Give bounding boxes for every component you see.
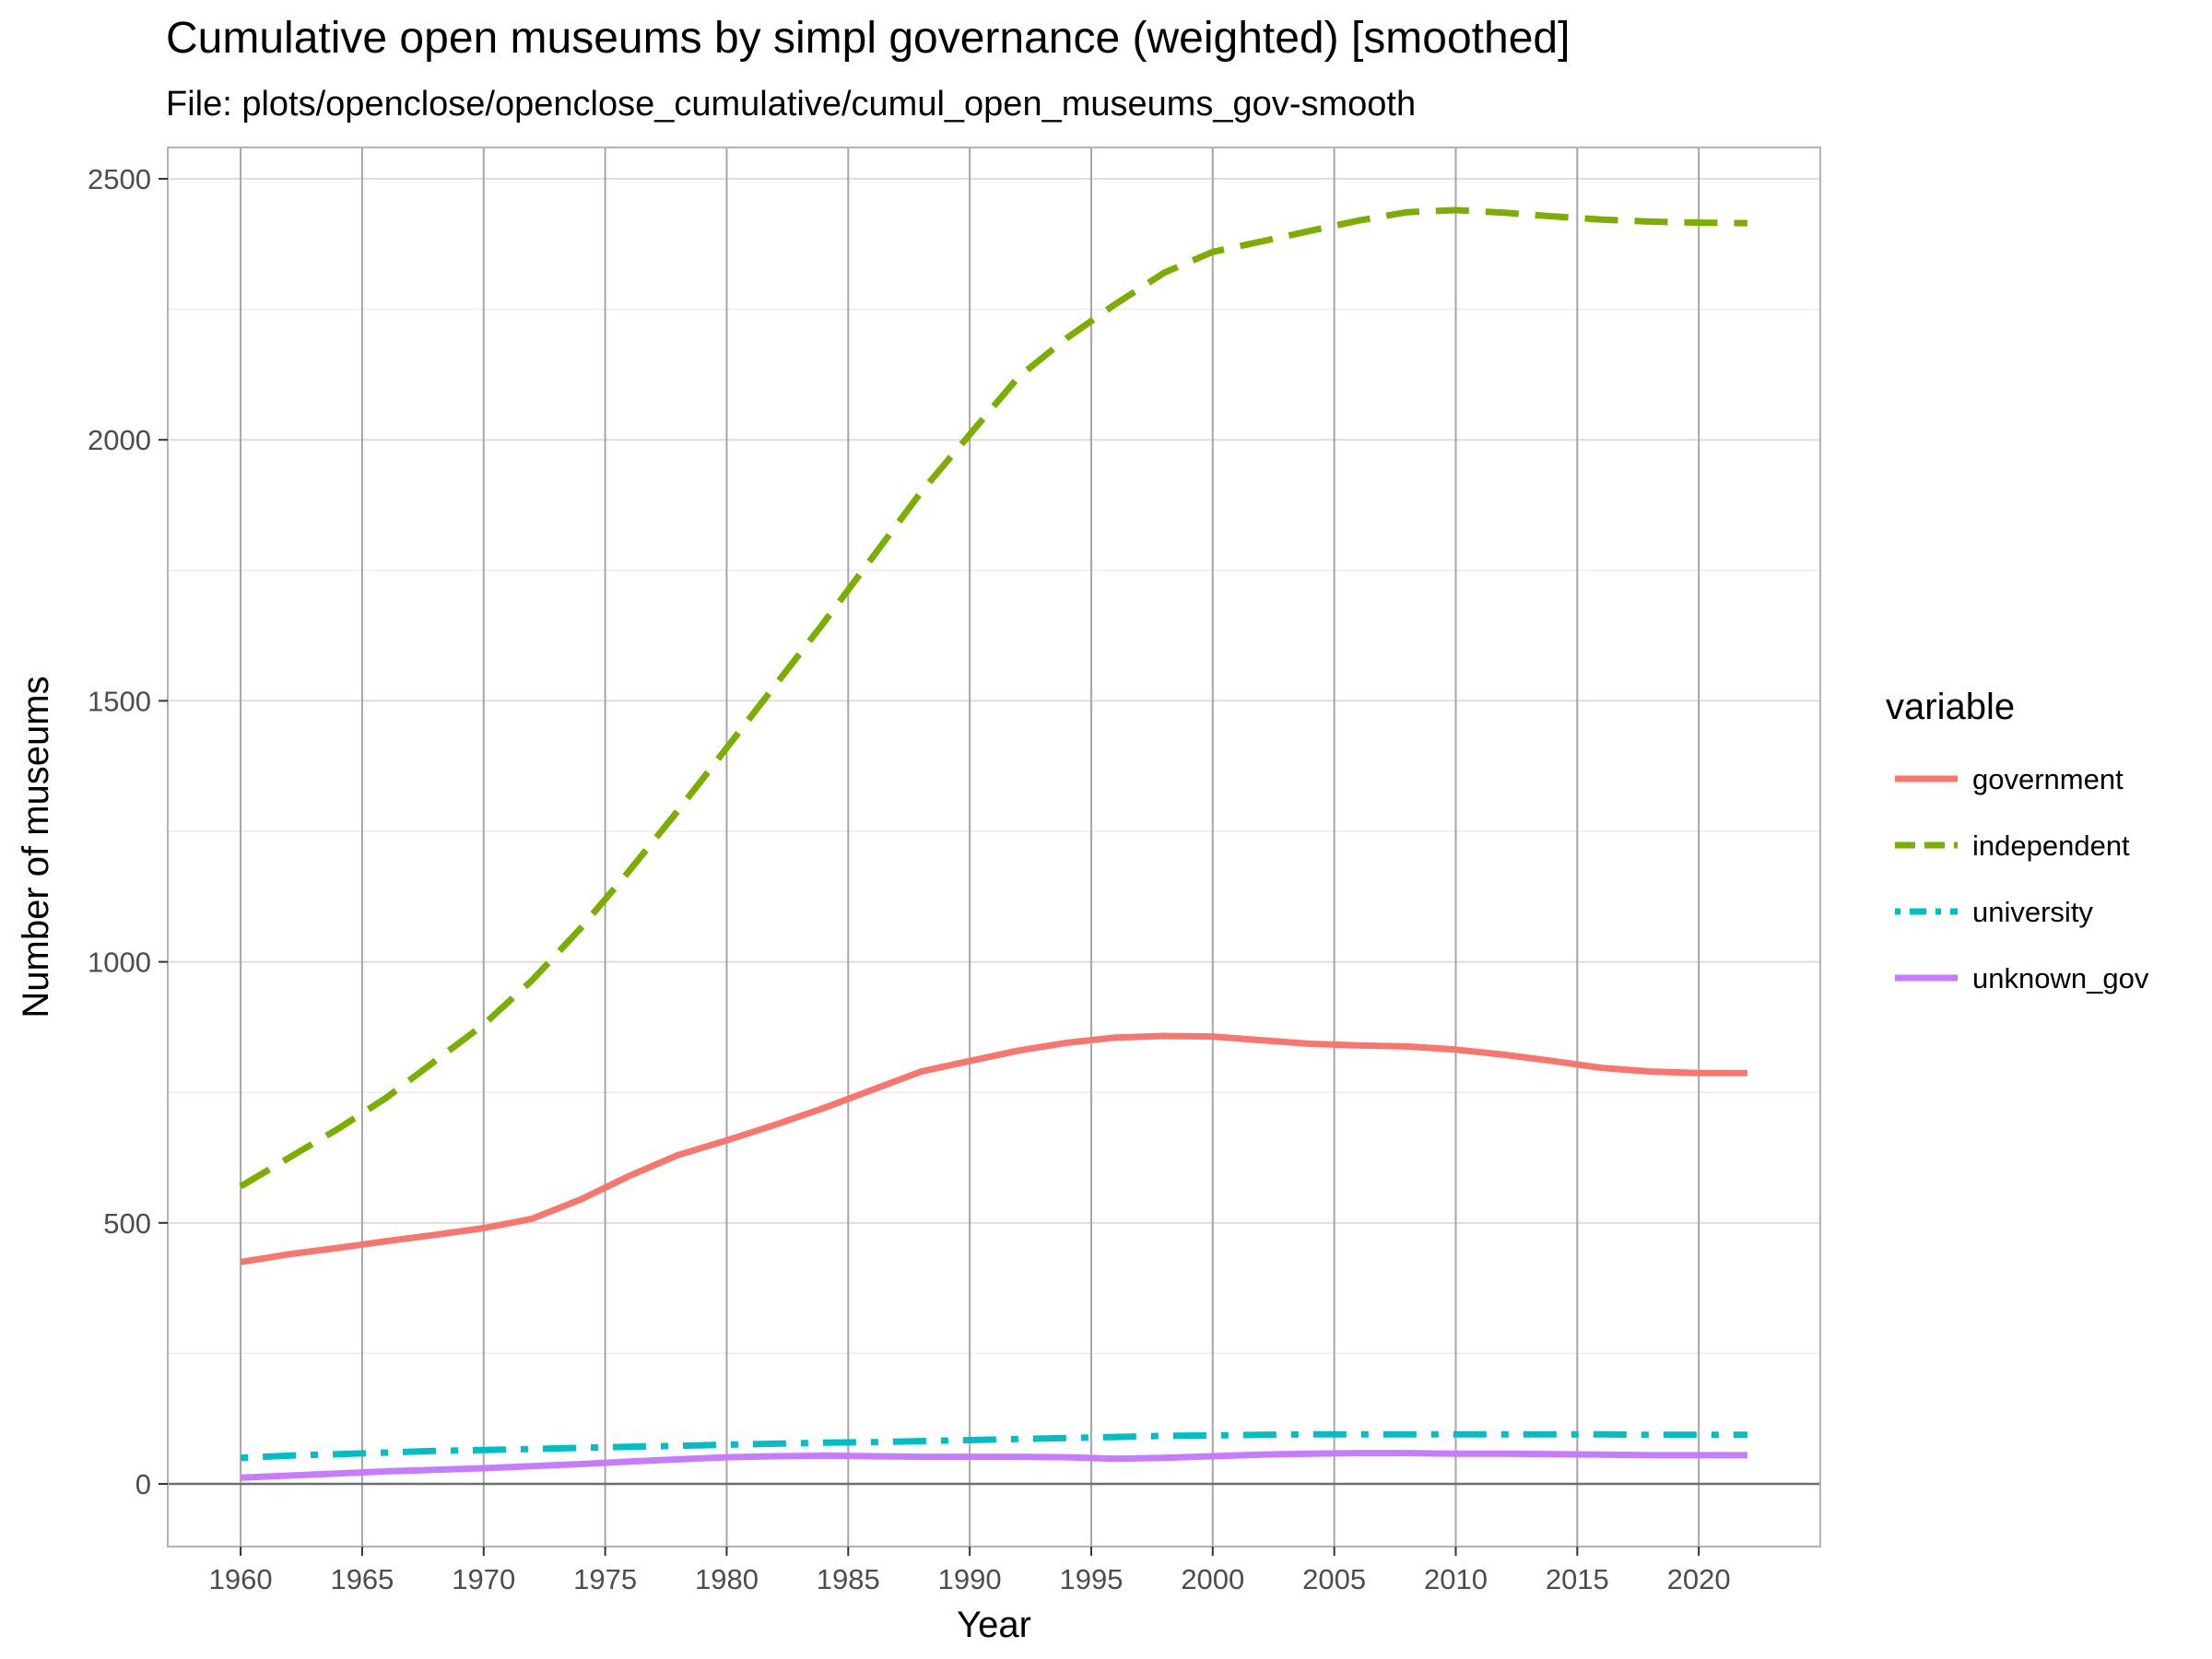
plot-panel-border bbox=[167, 147, 1821, 1547]
x-tick-label: 1960 bbox=[209, 1563, 273, 1595]
series-line-unknown_gov bbox=[240, 1450, 1747, 1481]
x-tick-label: 1975 bbox=[573, 1563, 637, 1595]
y-axis-title: Number of museums bbox=[16, 676, 56, 1018]
y-axis-ticks: 0 500 1000 1500 2000 2500 bbox=[88, 163, 168, 1500]
legend-label-independent: independent bbox=[1972, 830, 2130, 862]
x-tick-label: 2010 bbox=[1424, 1563, 1488, 1595]
legend-label-unknown_gov: unknown_gov bbox=[1972, 962, 2149, 994]
chart-title: Cumulative open museums by simpl governa… bbox=[166, 14, 1571, 63]
legend-label-university: university bbox=[1972, 896, 2093, 928]
minor-gridlines bbox=[168, 308, 1820, 1355]
legend-label-government: government bbox=[1972, 763, 2124, 795]
series-line-government bbox=[240, 1032, 1747, 1265]
series-layer bbox=[239, 206, 1747, 1481]
x-axis-title: Year bbox=[957, 1605, 1031, 1645]
y-tick-label: 1500 bbox=[88, 685, 151, 717]
legend: variable government independent university… bbox=[1886, 687, 2149, 994]
x-tick-label: 1990 bbox=[938, 1563, 1002, 1595]
x-tick-label: 1970 bbox=[452, 1563, 515, 1595]
x-tick-label: 2015 bbox=[1546, 1563, 1609, 1595]
major-gridlines-x bbox=[240, 147, 1700, 1547]
x-tick-label: 1980 bbox=[695, 1563, 759, 1595]
y-tick-label: 2500 bbox=[88, 163, 151, 195]
x-tick-label: 1995 bbox=[1059, 1563, 1123, 1595]
x-tick-label: 1965 bbox=[330, 1563, 394, 1595]
y-tick-label: 1000 bbox=[88, 947, 151, 979]
legend-title: variable bbox=[1886, 687, 2015, 727]
x-tick-label: 1985 bbox=[817, 1563, 880, 1595]
series-line-university bbox=[240, 1430, 1747, 1462]
x-axis-ticks: 1960 1965 1970 1975 1980 1985 1990 1995 2000 2005… bbox=[209, 1547, 1731, 1595]
y-tick-label: 500 bbox=[103, 1207, 151, 1240]
y-tick-label: 0 bbox=[135, 1468, 151, 1500]
y-tick-label: 2000 bbox=[88, 424, 151, 456]
series-line-independent bbox=[239, 206, 1747, 1190]
chart-subtitle: File: plots/openclose/openclose_cumulati… bbox=[166, 85, 1417, 124]
x-tick-label: 2005 bbox=[1302, 1563, 1366, 1595]
legend-items: government independent university unknown_g… bbox=[1895, 763, 2149, 994]
x-tick-label: 2020 bbox=[1667, 1563, 1731, 1595]
x-tick-label: 2000 bbox=[1181, 1563, 1244, 1595]
